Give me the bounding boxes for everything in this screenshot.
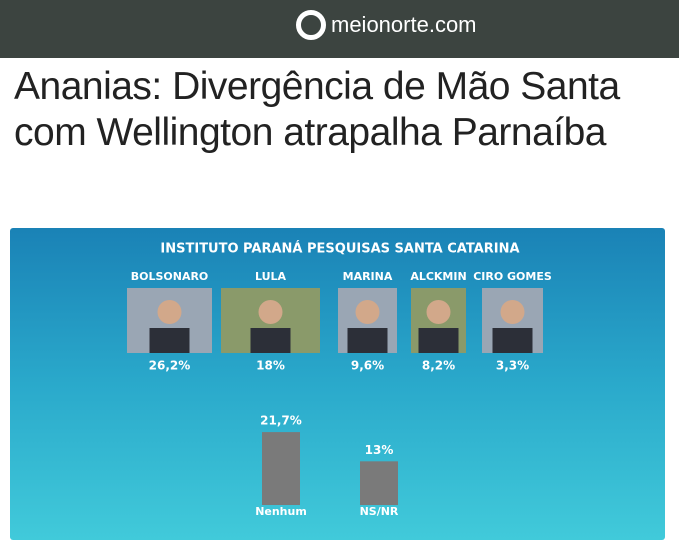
site-header: meionorte.com — [0, 0, 679, 58]
value-label: 21,7% — [260, 414, 302, 428]
logo-icon — [296, 10, 326, 40]
candidate-name: ALCKMIN — [410, 270, 466, 283]
candidate-percent: 3,3% — [496, 359, 529, 373]
value-label: 13% — [365, 443, 394, 457]
photo-face — [157, 300, 182, 324]
photo-body — [492, 328, 533, 353]
candidate-name: LULA — [255, 270, 287, 283]
photo-face — [500, 300, 525, 324]
candidate-percent: 9,6% — [351, 359, 384, 373]
photo-body — [347, 328, 388, 353]
bar — [360, 461, 398, 505]
photo-body — [250, 328, 291, 353]
logo-text[interactable]: meionorte.com — [331, 12, 477, 37]
photo-face — [426, 300, 451, 324]
photo-body — [149, 328, 190, 353]
photo-body — [418, 328, 459, 353]
candidate-percent: 8,2% — [422, 359, 455, 373]
candidate-name: MARINA — [343, 270, 393, 283]
bar — [262, 432, 300, 505]
photo-face — [355, 300, 380, 324]
candidate-percent: 26,2% — [149, 359, 191, 373]
graphic-background — [10, 228, 665, 540]
graphic-title: INSTITUTO PARANÁ PESQUISAS SANTA CATARIN… — [160, 241, 519, 257]
category-label: NS/NR — [360, 505, 399, 518]
candidate-name: CIRO GOMES — [473, 270, 552, 283]
candidate-percent: 18% — [256, 359, 285, 373]
category-label: Nenhum — [255, 505, 307, 518]
photo-face — [258, 300, 283, 324]
candidate-name: BOLSONARO — [131, 270, 209, 283]
logo[interactable]: meionorte.com — [296, 10, 477, 40]
article-title: Ananias: Divergência de Mão Santa com We… — [14, 65, 620, 154]
